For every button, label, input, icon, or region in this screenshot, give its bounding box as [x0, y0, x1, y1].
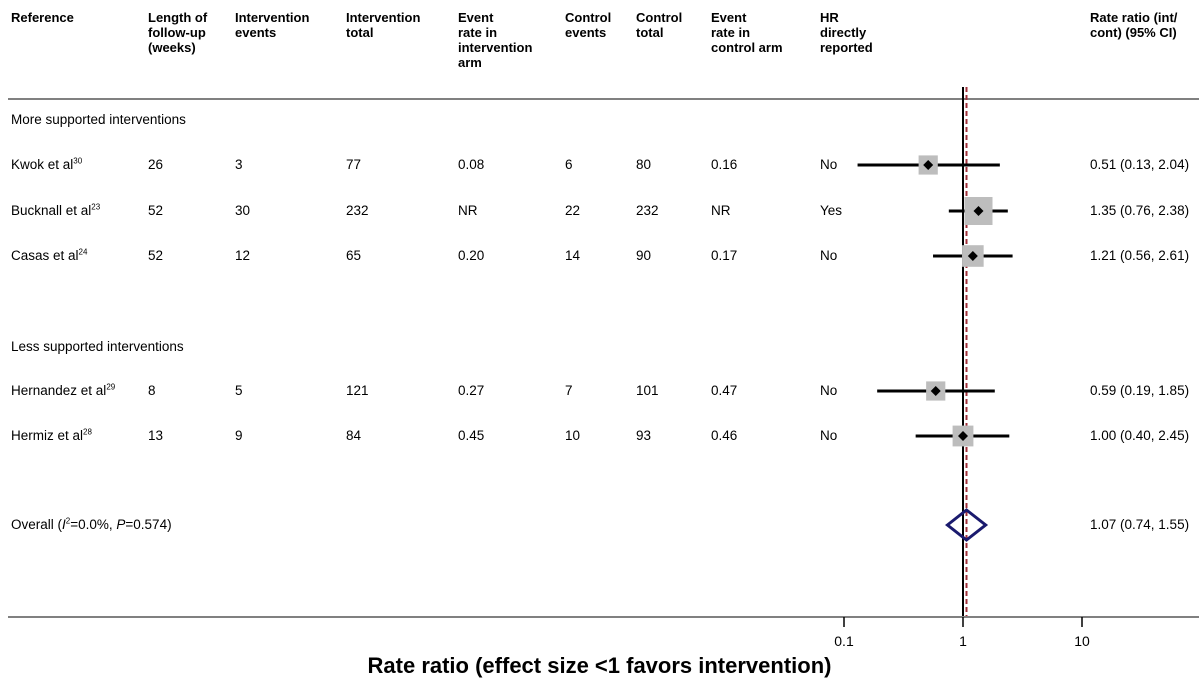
cell-hr-reported: No [820, 248, 838, 263]
row-reference: Kwok et al30 [11, 157, 82, 173]
header-intervention-rate: Event rate in intervention arm [458, 10, 533, 70]
cell-followup: 26 [148, 157, 164, 172]
point-estimate-marker [923, 160, 934, 170]
row-reference: Bucknall et al23 [11, 203, 100, 219]
cell-rate-ratio: 0.51 (0.13, 2.04) [1090, 157, 1190, 172]
reference-name: Bucknall et al [11, 203, 92, 218]
cell-followup: 8 [148, 383, 156, 398]
cell-control-total: 232 [636, 203, 659, 218]
cell-intervention-rate: 0.27 [458, 383, 485, 398]
section-more-supported: More supported interventions [11, 112, 186, 127]
header-control-total: Control total [636, 10, 683, 40]
cell-intervention-events: 3 [235, 157, 243, 172]
i2-superscript: 2 [65, 516, 71, 526]
reference-citation: 30 [73, 156, 83, 166]
cell-intervention-total: 232 [346, 203, 369, 218]
cell-rate-ratio: 0.59 (0.19, 1.85) [1090, 383, 1190, 398]
point-estimate-marker [958, 431, 968, 441]
cell-intervention-rate: 0.20 [458, 248, 485, 263]
cell-hr-reported: Yes [820, 203, 843, 218]
i2-value: =0.0%, [70, 517, 117, 532]
cell-rate-ratio: 1.00 (0.40, 2.45) [1090, 428, 1190, 443]
point-estimate-marker [930, 386, 941, 396]
reference-citation: 28 [83, 427, 92, 437]
cell-intervention-total: 121 [346, 383, 369, 398]
header-intervention-events: Intervention events [235, 10, 310, 40]
header-rate-ratio: Rate ratio (int/ cont) (95% CI) [1090, 10, 1178, 40]
cell-intervention-total: 84 [346, 428, 362, 443]
cell-intervention-events: 5 [235, 383, 243, 398]
overall-rate-ratio: 1.07 (0.74, 1.55) [1090, 517, 1190, 532]
x-tick-label: 1 [959, 633, 967, 649]
header-control-rate: Event rate in control arm [711, 10, 783, 55]
overall-diamond [945, 508, 989, 542]
cell-intervention-rate: 0.45 [458, 428, 485, 443]
overall-label: Overall (I2=0.0%, P=0.574) [11, 517, 172, 533]
row-reference: Hernandez et al29 [11, 383, 115, 399]
cell-followup: 13 [148, 428, 164, 443]
cell-hr-reported: No [820, 157, 838, 172]
p-value: =0.574) [125, 517, 172, 532]
row-reference: Hermiz et al28 [11, 428, 92, 444]
header-followup: Length of follow-up (weeks) [148, 10, 208, 55]
point-estimate-marker [967, 251, 978, 261]
cell-hr-reported: No [820, 428, 838, 443]
cell-control-rate: 0.16 [711, 157, 738, 172]
x-axis-label: Rate ratio (effect size <1 favors interv… [367, 653, 832, 678]
cell-control-rate: 0.17 [711, 248, 738, 263]
cell-control-rate: 0.47 [711, 383, 738, 398]
cell-followup: 52 [148, 203, 164, 218]
header-intervention-total: Intervention total [346, 10, 421, 40]
reference-name: Hernandez et al [11, 383, 107, 398]
header-hr-reported: HR directly reported [820, 10, 873, 55]
i2-symbol: I [62, 517, 66, 532]
reference-name: Kwok et al [11, 157, 74, 172]
row-reference: Casas et al24 [11, 248, 87, 264]
cell-hr-reported: No [820, 383, 838, 398]
cell-intervention-events: 30 [235, 203, 251, 218]
cell-control-events: 7 [565, 383, 573, 398]
cell-control-events: 22 [565, 203, 581, 218]
cell-rate-ratio: 1.35 (0.76, 2.38) [1090, 203, 1190, 218]
cell-rate-ratio: 1.21 (0.56, 2.61) [1090, 248, 1190, 263]
cell-control-events: 6 [565, 157, 573, 172]
section-less-supported: Less supported interventions [11, 339, 184, 354]
cell-intervention-rate: NR [458, 203, 478, 218]
reference-citation: 23 [91, 202, 101, 212]
cell-control-total: 101 [636, 383, 659, 398]
header-control-events: Control events [565, 10, 612, 40]
x-tick-label: 10 [1074, 633, 1090, 649]
cell-control-total: 80 [636, 157, 652, 172]
cell-control-rate: 0.46 [711, 428, 738, 443]
cell-control-events: 14 [565, 248, 581, 263]
reference-citation: 29 [106, 382, 116, 392]
x-tick-label: 0.1 [834, 633, 854, 649]
cell-intervention-events: 9 [235, 428, 243, 443]
cell-intervention-events: 12 [235, 248, 251, 263]
cell-control-events: 10 [565, 428, 581, 443]
cell-control-total: 90 [636, 248, 652, 263]
cell-followup: 52 [148, 248, 164, 263]
cell-control-rate: NR [711, 203, 731, 218]
reference-name: Hermiz et al [11, 428, 84, 443]
cell-intervention-total: 65 [346, 248, 362, 263]
overall-prefix: Overall ( [11, 517, 63, 532]
reference-name: Casas et al [11, 248, 79, 263]
cell-intervention-total: 77 [346, 157, 362, 172]
point-estimate-marker [973, 206, 984, 216]
cell-control-total: 93 [636, 428, 652, 443]
p-symbol: P [116, 517, 126, 532]
cell-intervention-rate: 0.08 [458, 157, 485, 172]
header-reference: Reference [11, 10, 74, 25]
reference-citation: 24 [78, 247, 88, 257]
